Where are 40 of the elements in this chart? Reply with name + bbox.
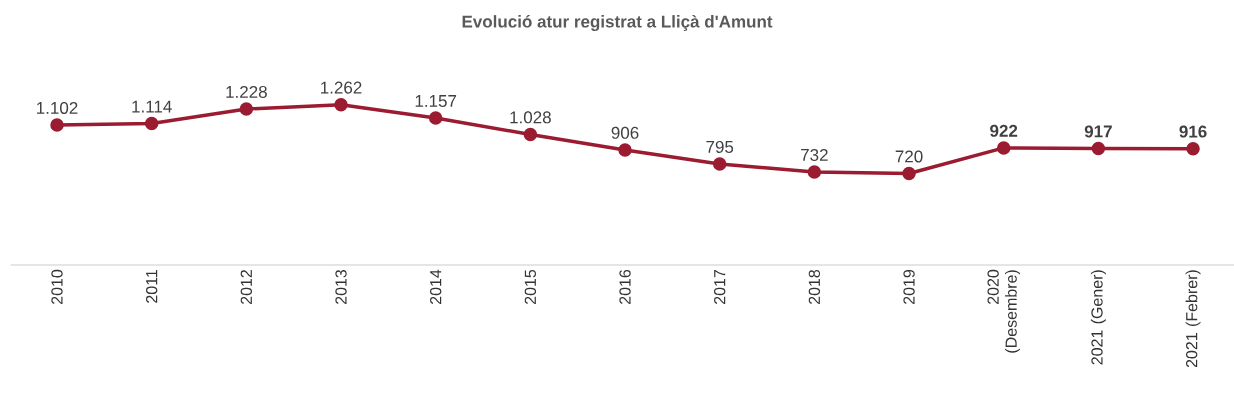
x-tick-label: 2021 (Gener) <box>1090 270 1106 365</box>
x-tick-label: 2017 <box>714 270 726 304</box>
data-label: 720 <box>895 150 923 163</box>
data-label: 922 <box>990 124 1018 137</box>
point <box>50 118 64 132</box>
x-tick-label: 2020 (Desembre) <box>987 269 1020 353</box>
x-tick-label: 2011 <box>146 270 158 303</box>
point <box>428 111 443 125</box>
x-tick-label: 2021 (Febrer) <box>1185 270 1201 368</box>
data-label: 795 <box>706 140 734 153</box>
data-label: 916 <box>1179 125 1207 138</box>
point <box>239 102 254 116</box>
point <box>523 127 538 142</box>
x-tick-label: 2019 <box>903 269 915 304</box>
point <box>902 166 916 181</box>
x-tick-label: 2018 <box>808 269 821 304</box>
point <box>1091 141 1106 156</box>
data-label: 1.262 <box>321 81 362 94</box>
data-label: 732 <box>801 148 828 161</box>
data-label: 1.157 <box>415 95 457 107</box>
point <box>807 165 822 179</box>
x-tick-label: 2016 <box>619 269 631 304</box>
data-label: 1.028 <box>510 111 551 124</box>
point <box>1186 141 1200 156</box>
point <box>334 97 348 112</box>
point <box>996 141 1011 155</box>
chart-title: Evolució atur registrat a Lliçà d'Amunt <box>462 14 773 32</box>
x-tick-label: 2014 <box>430 269 442 304</box>
x-tick-label: 2013 <box>335 269 347 304</box>
point <box>618 143 632 157</box>
data-label: 1.114 <box>132 100 172 113</box>
data-label: 1.228 <box>226 85 267 98</box>
x-tick-label: 2015 <box>524 269 537 304</box>
data-label: 906 <box>611 126 639 139</box>
data-label: 1.102 <box>37 101 78 114</box>
point <box>144 116 159 131</box>
point <box>712 157 727 171</box>
x-tick-label: 2010 <box>51 269 63 304</box>
data-label: 917 <box>1084 125 1112 138</box>
x-tick-label: 2012 <box>240 270 253 304</box>
